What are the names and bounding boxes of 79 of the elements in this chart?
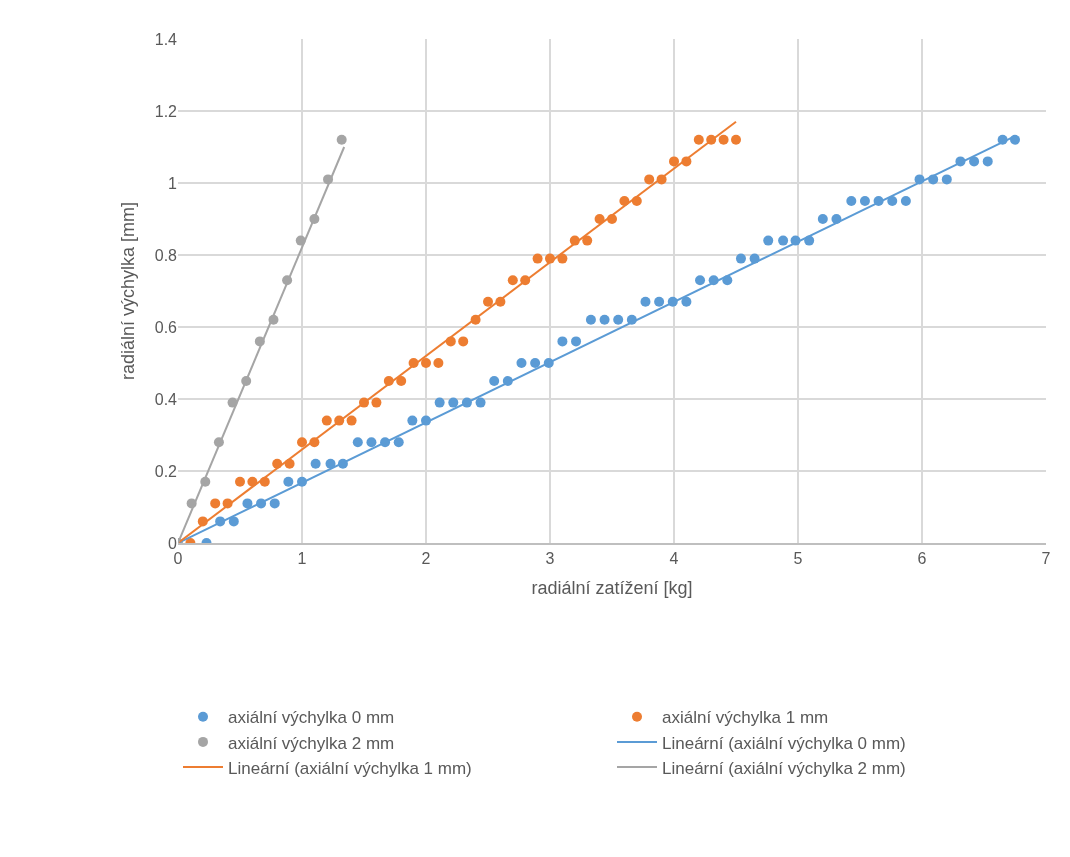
y-tick-label: 0.8 xyxy=(154,246,178,264)
y-tick-label: 0.6 xyxy=(154,318,178,336)
point xyxy=(235,476,245,487)
legend-label: axiální výchylka 0 mm xyxy=(228,708,395,728)
point xyxy=(269,498,280,509)
point xyxy=(582,235,593,246)
y-tick-label: 1.4 xyxy=(154,30,178,48)
point xyxy=(654,296,665,307)
point xyxy=(887,196,898,206)
legend-label: Lineární (axiální výchylka 1 mm) xyxy=(228,758,472,778)
point xyxy=(393,437,404,448)
point xyxy=(396,376,407,386)
point xyxy=(210,498,221,509)
point xyxy=(483,296,493,307)
point xyxy=(599,314,610,325)
x-tick-label: 6 xyxy=(917,549,927,567)
point xyxy=(421,358,431,368)
point xyxy=(571,336,582,347)
point xyxy=(228,516,239,527)
point xyxy=(475,397,486,408)
x-axis-title: radiální zatížení [kg] xyxy=(531,577,693,598)
point xyxy=(900,196,911,206)
point xyxy=(366,437,377,448)
y-tick-label: 0 xyxy=(168,534,178,552)
x-tick-label: 1 xyxy=(297,549,307,567)
point xyxy=(448,397,459,408)
point xyxy=(310,458,321,469)
y-tick-label: 1 xyxy=(168,174,178,192)
point xyxy=(530,358,541,368)
point xyxy=(321,415,332,426)
point xyxy=(532,253,543,264)
point xyxy=(640,296,651,307)
point xyxy=(731,134,741,145)
point xyxy=(735,253,746,264)
point xyxy=(982,156,993,167)
x-tick-label: 3 xyxy=(545,549,555,567)
point xyxy=(763,235,774,246)
point xyxy=(695,275,706,286)
point xyxy=(283,476,294,487)
point xyxy=(557,336,568,347)
point xyxy=(644,174,655,185)
x-tick-label: 4 xyxy=(669,549,679,567)
point xyxy=(489,376,500,386)
point xyxy=(458,336,469,347)
point xyxy=(693,134,704,145)
point xyxy=(297,437,307,448)
point xyxy=(718,134,729,145)
point xyxy=(516,358,527,368)
point xyxy=(336,134,347,145)
point xyxy=(371,397,382,408)
point xyxy=(613,314,624,325)
legend-label: axiální výchylka 2 mm xyxy=(228,733,395,753)
legend-label: Lineární (axiální výchylka 0 mm) xyxy=(662,733,906,753)
point xyxy=(242,498,253,509)
point xyxy=(969,156,980,167)
x-tick-label: 2 xyxy=(421,549,431,567)
y-tick-label: 0.2 xyxy=(154,462,178,480)
point xyxy=(594,214,605,224)
point xyxy=(434,397,445,408)
point xyxy=(507,275,518,286)
y-tick-label: 0.4 xyxy=(154,390,178,408)
y-tick-label: 1.2 xyxy=(154,102,178,120)
point xyxy=(407,415,418,426)
point xyxy=(433,358,444,368)
y-axis-title: radiální výchylka [mm] xyxy=(117,201,138,381)
point xyxy=(346,415,357,426)
legend-label: axiální výchylka 1 mm xyxy=(662,708,829,728)
point xyxy=(817,214,828,224)
legend-label: Lineární (axiální výchylka 2 mm) xyxy=(662,758,906,778)
x-tick-label: 5 xyxy=(793,549,803,567)
point xyxy=(681,296,692,307)
point xyxy=(846,196,857,206)
point xyxy=(585,314,596,325)
point xyxy=(778,235,789,246)
point xyxy=(859,196,870,206)
point xyxy=(669,156,679,167)
point xyxy=(352,437,363,448)
x-tick-label: 7 xyxy=(1041,549,1051,567)
point xyxy=(941,174,952,185)
